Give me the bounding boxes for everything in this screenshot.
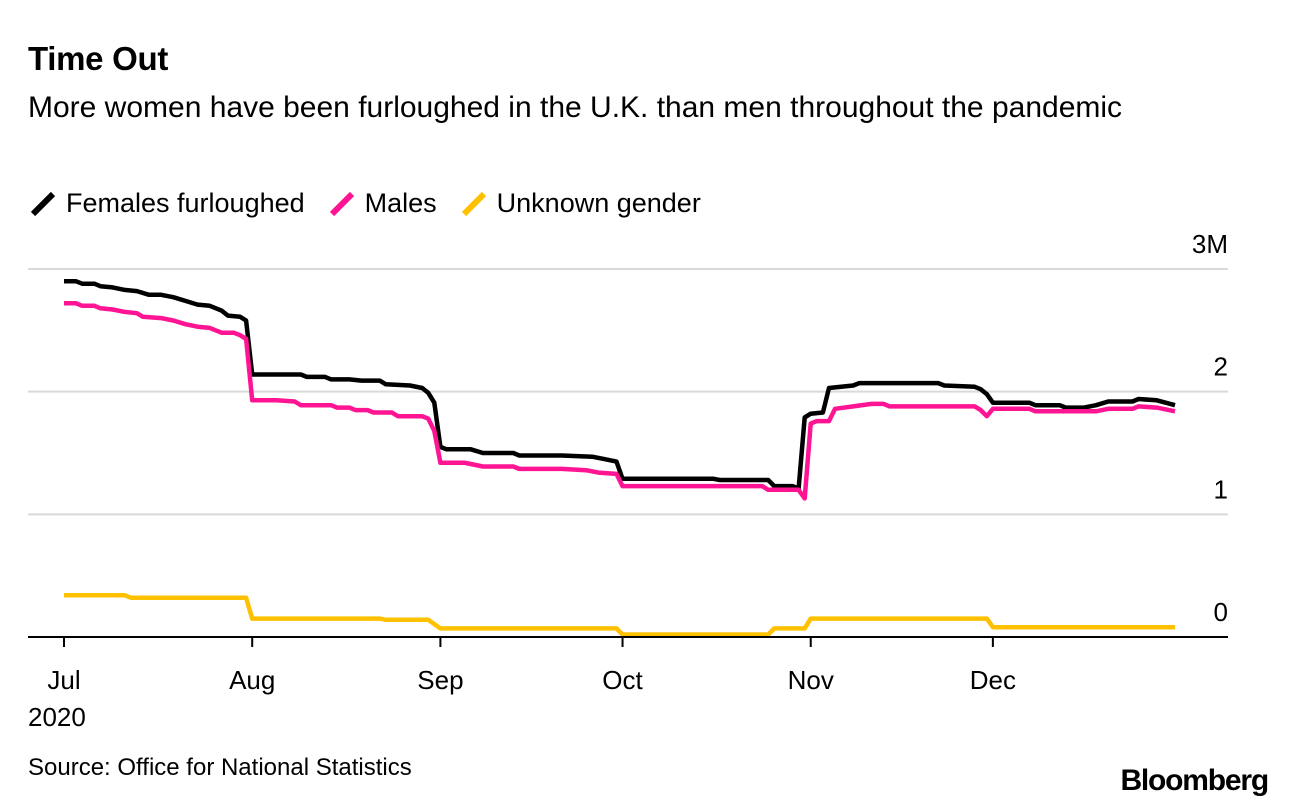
legend-swatch-unknown [461,191,486,216]
y-tick-label: 2 [1214,352,1228,382]
legend-item-unknown: Unknown gender [459,188,701,219]
chart-subtitle: More women have been furloughed in the U… [28,91,1123,124]
x-year-label: 2020 [28,702,86,732]
series-line-unknown-gender [64,593,1175,637]
x-tick-label: Dec [970,665,1016,695]
legend-swatch-males [329,191,354,216]
legend-label-males: Males [364,188,437,218]
y-tick-label: 3M [1192,229,1228,259]
legend-label-females: Females furloughed [66,188,305,218]
legend-item-males: Males [327,188,437,219]
legend-item-females: Females furloughed [28,188,305,219]
series-line-females-furloughed [64,279,1176,491]
y-tick-label: 0 [1214,597,1228,627]
series-line-males [64,301,1176,501]
bloomberg-logo: Bloomberg [1120,764,1269,797]
x-tick-label: Sep [417,665,463,695]
y-tick-label: 1 [1214,474,1228,504]
x-tick-label: Aug [229,665,275,695]
legend: Females furloughed Males Unknown gender [28,188,723,219]
x-tick-label: Oct [602,665,643,695]
x-tick-label: Nov [788,665,834,695]
source-note: Source: Office for National Statistics [28,754,412,781]
legend-label-unknown: Unknown gender [496,188,701,218]
chart-title: Time Out [28,40,169,77]
x-tick-label: Jul [47,665,80,695]
legend-swatch-females [30,191,56,216]
